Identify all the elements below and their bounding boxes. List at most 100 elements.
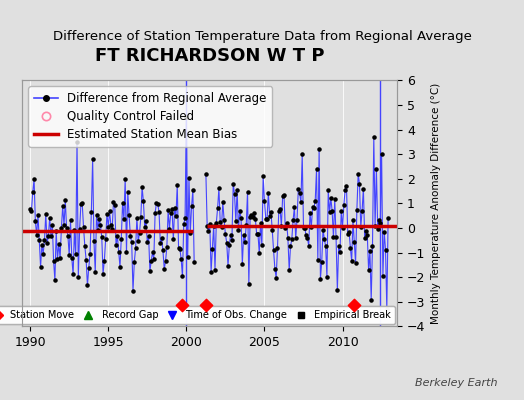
Point <box>311 198 320 204</box>
Point <box>89 156 97 162</box>
Point <box>100 257 108 264</box>
Point <box>376 220 385 226</box>
Point <box>303 234 312 241</box>
Point <box>258 242 266 248</box>
Point <box>368 242 377 249</box>
Point <box>84 265 93 271</box>
Point <box>381 246 390 253</box>
Point <box>169 236 178 243</box>
Point <box>68 255 76 262</box>
Point <box>32 232 41 238</box>
Point <box>168 206 176 213</box>
Point <box>366 248 374 254</box>
Point <box>345 228 353 235</box>
Point <box>362 228 370 234</box>
Point <box>290 204 299 210</box>
Point <box>224 262 232 269</box>
Point <box>234 227 243 233</box>
Point <box>383 306 391 312</box>
Point <box>140 224 149 230</box>
Point <box>137 214 145 220</box>
Point <box>127 239 136 246</box>
Point <box>374 226 382 232</box>
Point <box>46 214 54 221</box>
Point <box>267 209 275 215</box>
Point <box>277 223 286 229</box>
Point <box>155 208 163 215</box>
Point <box>81 243 89 250</box>
Point <box>372 166 380 172</box>
Point <box>165 225 173 232</box>
Point <box>274 245 282 252</box>
Point <box>105 208 114 215</box>
Point <box>315 146 323 152</box>
Point <box>190 259 199 266</box>
Point <box>170 205 179 211</box>
Point <box>86 250 94 257</box>
Point <box>173 182 181 188</box>
Point <box>202 170 210 177</box>
Point <box>238 261 246 268</box>
Point <box>357 224 365 230</box>
Point <box>70 227 79 233</box>
Point <box>124 189 132 196</box>
Point <box>289 217 297 223</box>
Point <box>34 212 42 218</box>
Point <box>333 287 342 294</box>
Point <box>283 235 292 241</box>
Point <box>275 208 283 214</box>
Point <box>156 240 165 246</box>
Point <box>41 210 50 217</box>
Point <box>239 232 248 238</box>
Point <box>134 238 143 244</box>
Point <box>92 211 101 218</box>
Point <box>294 186 302 193</box>
Point <box>314 256 322 263</box>
Point <box>237 214 245 221</box>
Point <box>147 258 156 264</box>
Point <box>380 228 388 235</box>
Point <box>242 222 250 228</box>
Point <box>286 243 294 250</box>
Point <box>121 176 129 182</box>
Point <box>320 236 329 242</box>
Title: FT RICHARDSON W T P: FT RICHARDSON W T P <box>95 47 324 65</box>
Point <box>145 233 153 240</box>
Point <box>260 198 269 205</box>
Point <box>321 243 330 250</box>
Point <box>87 209 95 216</box>
Point <box>152 200 161 206</box>
Point <box>129 288 137 294</box>
Point <box>280 192 288 198</box>
Point <box>116 264 124 270</box>
Point <box>232 218 240 224</box>
Point <box>276 206 285 212</box>
Point <box>334 243 343 250</box>
Point <box>203 223 211 230</box>
Point <box>384 215 392 221</box>
Point <box>133 215 141 221</box>
Point <box>111 202 119 209</box>
Point <box>35 237 43 243</box>
Point <box>304 243 313 249</box>
Point <box>296 190 304 196</box>
Point <box>176 246 184 252</box>
Point <box>189 187 197 193</box>
Point <box>364 267 373 273</box>
Point <box>44 233 52 239</box>
Point <box>272 274 280 281</box>
Point <box>266 213 274 219</box>
Point <box>359 185 367 192</box>
Point <box>221 231 230 238</box>
Point <box>301 225 309 231</box>
Point <box>371 223 379 229</box>
Point <box>329 234 337 240</box>
Point <box>306 210 314 216</box>
Point <box>261 216 270 222</box>
Point <box>336 249 344 256</box>
Point <box>157 235 166 242</box>
Point <box>235 208 244 214</box>
Point <box>96 222 105 228</box>
Point <box>255 250 264 256</box>
Point <box>332 234 340 240</box>
